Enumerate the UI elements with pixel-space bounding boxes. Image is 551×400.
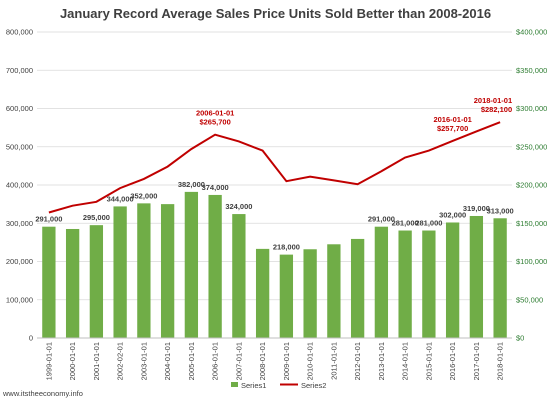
right-tick-label: $400,000 — [516, 28, 547, 37]
bar — [398, 230, 412, 338]
x-tick-label: 2002-02-01 — [116, 342, 125, 380]
bar — [374, 226, 389, 338]
left-tick-label: 400,000 — [6, 181, 33, 190]
legend-label-series1: Series1 — [241, 381, 266, 390]
bar-data-label: 295,000 — [83, 213, 110, 222]
x-tick-label: 2018-01-01 — [496, 342, 505, 380]
x-tick-label: 2012-01-01 — [353, 342, 362, 380]
left-tick-label: 200,000 — [6, 257, 33, 266]
x-tick-label: 2004-01-01 — [163, 342, 172, 380]
x-tick-label: 2014-01-01 — [401, 342, 410, 380]
legend: Series1 Series2 — [231, 381, 326, 390]
left-tick-label: 300,000 — [6, 219, 33, 228]
bar — [184, 191, 199, 338]
series2-annotation-label: $282,100 — [481, 105, 512, 114]
bar-data-label: 291,000 — [368, 215, 395, 224]
chart-title: January Record Average Sales Price Units… — [60, 6, 491, 21]
series2-annotation-label: 2018-01-01 — [474, 96, 512, 105]
bar — [89, 225, 104, 338]
right-tick-label: $350,000 — [516, 66, 547, 75]
x-tick-label: 1999-01-01 — [44, 342, 53, 380]
bar-data-label: 281,000 — [392, 219, 419, 228]
right-tick-label: $150,000 — [516, 219, 547, 228]
bar-data-label: 382,000 — [178, 180, 205, 189]
bar — [493, 218, 507, 338]
bar-data-label: 344,000 — [107, 194, 134, 203]
series1-bars — [42, 191, 507, 338]
bar — [65, 228, 80, 338]
bar — [42, 226, 56, 338]
bar-data-label: 374,000 — [202, 183, 229, 192]
series2-line — [48, 121, 501, 214]
x-tick-label: 2001-01-01 — [92, 342, 101, 380]
right-tick-label: $300,000 — [516, 104, 547, 113]
bar — [255, 248, 270, 338]
x-tick-label: 2008-01-01 — [258, 342, 267, 380]
bar-data-label: 218,000 — [273, 243, 300, 252]
bar — [208, 194, 222, 338]
x-tick-label: 2011-01-01 — [329, 342, 338, 380]
left-tick-label: 0 — [29, 334, 33, 343]
bar — [137, 203, 151, 338]
bar — [279, 254, 294, 338]
right-axis-ticks: $0 $50,000 $100,000 $150,000 $200,000 $250,00… — [516, 28, 547, 343]
left-tick-label: 700,000 — [6, 66, 33, 75]
bar-data-label: 281,000 — [415, 219, 442, 228]
series2-annotations: 2006-01-01$265,700 2016-01-01$257,700 2018… — [196, 96, 512, 133]
bar — [445, 222, 460, 338]
x-axis-ticks: 1999-01-01 2000-01-01 2001-01-01 2002-02-01… — [44, 342, 504, 380]
bar-data-label: 291,000 — [35, 215, 62, 224]
x-tick-label: 2013-01-01 — [377, 342, 386, 380]
right-tick-label: $50,000 — [516, 295, 543, 304]
right-tick-label: $200,000 — [516, 181, 547, 190]
bar — [113, 206, 127, 338]
bar — [303, 249, 317, 338]
left-tick-label: 800,000 — [6, 28, 33, 37]
legend-swatch-series1 — [231, 382, 238, 387]
bar-data-label: 313,000 — [487, 206, 514, 215]
series2-annotation-label: 2016-01-01 — [433, 115, 471, 124]
bar — [160, 204, 175, 338]
bar-data-label: 352,000 — [130, 191, 157, 200]
right-tick-label: $100,000 — [516, 257, 547, 266]
left-axis-ticks: 0 100,000 200,000 300,000 400,000 500,000 600,… — [6, 28, 33, 343]
series2-annotation-label: 2006-01-01 — [196, 109, 234, 118]
bar — [469, 215, 484, 338]
x-tick-label: 2016-01-01 — [448, 342, 457, 380]
bar-data-label: 319,000 — [463, 204, 490, 213]
x-tick-label: 2003-01-01 — [139, 342, 148, 380]
bar — [327, 244, 341, 338]
x-tick-label: 2010-01-01 — [306, 342, 315, 380]
right-tick-label: $250,000 — [516, 142, 547, 151]
x-tick-label: 2009-01-01 — [282, 342, 291, 380]
x-tick-label: 2015-01-01 — [424, 342, 433, 380]
bar-data-label: 302,000 — [439, 210, 466, 219]
bar-data-label: 324,000 — [225, 202, 252, 211]
x-tick-label: 2007-01-01 — [234, 342, 243, 380]
series2-annotation-label: $257,700 — [437, 124, 468, 133]
bar — [232, 214, 246, 338]
series2-annotation-label: $265,700 — [199, 118, 230, 127]
left-tick-label: 100,000 — [6, 295, 33, 304]
x-tick-label: 2000-01-01 — [68, 342, 77, 380]
x-tick-label: 2005-01-01 — [187, 342, 196, 380]
legend-label-series2: Series2 — [301, 381, 326, 390]
right-tick-label: $0 — [516, 334, 524, 343]
x-tick-label: 2017-01-01 — [472, 342, 481, 380]
bar — [422, 230, 436, 338]
left-tick-label: 600,000 — [6, 104, 33, 113]
bar — [350, 238, 365, 338]
left-tick-label: 500,000 — [6, 142, 33, 151]
x-tick-label: 2006-01-01 — [211, 342, 220, 380]
source-credit: www.itstheeconomy.info — [2, 389, 83, 398]
